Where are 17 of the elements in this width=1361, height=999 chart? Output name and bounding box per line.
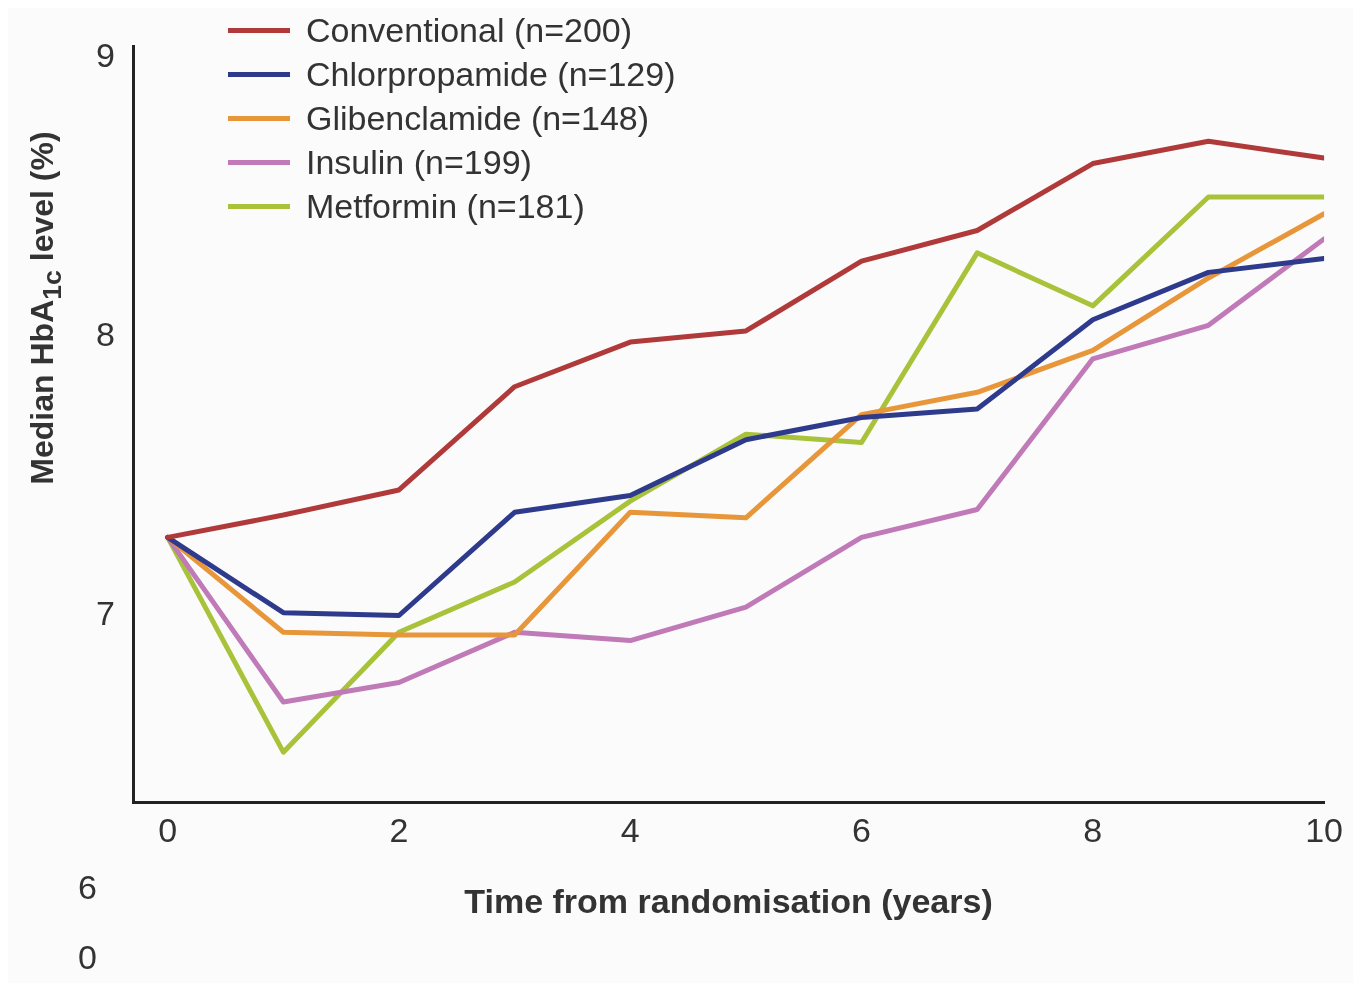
text: 0 (78, 938, 97, 977)
x-tick-label: 2 (389, 811, 409, 850)
y-tick-label: 9 (96, 35, 115, 74)
text: 6 (78, 868, 97, 907)
legend-label: Insulin (n=199) (306, 142, 532, 182)
legend-label: Conventional (n=200) (306, 10, 633, 50)
x-tick-label: 6 (852, 811, 871, 850)
x-tick-label: 0 (158, 811, 178, 850)
legend-label: Metformin (n=181) (306, 186, 585, 226)
y-tick-label: 7 (96, 593, 115, 632)
x-tick-label: 10 (1305, 811, 1343, 850)
legend-label: Glibenclamide (n=148) (306, 98, 650, 138)
y-tick-label: 8 (96, 314, 115, 353)
legend-label: Chlorpropamide (n=129) (306, 54, 676, 94)
x-axis-title: Time from randomisation (years) (464, 881, 993, 920)
x-tick-label: 8 (1083, 811, 1103, 850)
x-tick-label: 4 (620, 811, 640, 850)
